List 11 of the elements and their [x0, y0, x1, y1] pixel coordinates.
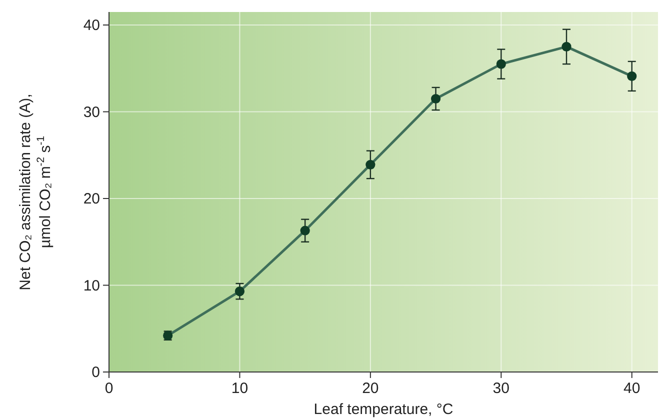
x-tick-label: 30	[492, 380, 510, 397]
y-tick-label: 10	[83, 277, 100, 294]
y-tick-label: 0	[92, 364, 100, 381]
x-tick-label: 0	[104, 380, 114, 397]
y-tick-label: 30	[83, 104, 100, 121]
x-tick-label: 10	[231, 380, 248, 397]
x-axis-title: Leaf temperature, °C	[314, 401, 454, 418]
x-tick-label: 40	[624, 380, 640, 397]
y-tick-label: 40	[83, 17, 100, 34]
x-tick-label: 20	[362, 380, 379, 397]
y-tick-label: 20	[83, 190, 100, 208]
